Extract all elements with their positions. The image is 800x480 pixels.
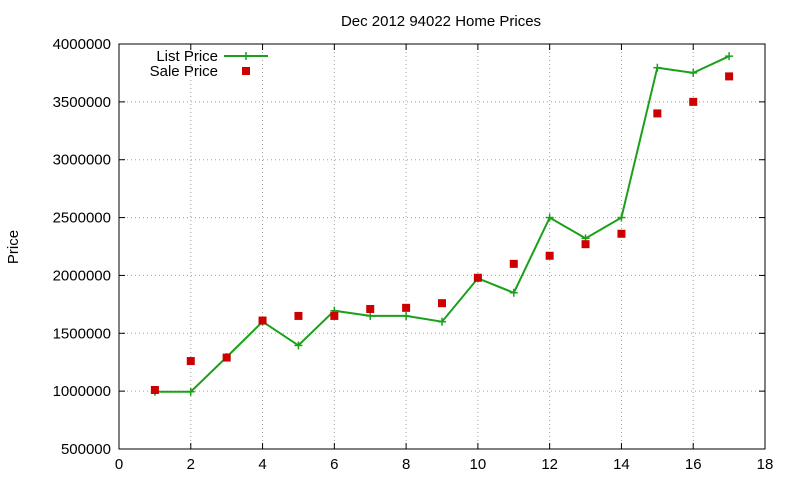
sale-price-point <box>258 316 267 325</box>
legend-plus <box>242 52 250 60</box>
x-tick-label: 4 <box>258 456 266 473</box>
list-price-point <box>617 213 626 222</box>
list-price-point <box>725 52 734 61</box>
legend-label-sale-price: Sale Price <box>150 63 218 80</box>
axes: 0 2 4 6 8 10 12 14 16 18 500000 1000000 1500000 20000… <box>53 36 774 473</box>
chart-title: Dec 2012 94022 Home Prices <box>341 13 541 30</box>
y-tick-label: 4000000 <box>53 36 111 53</box>
list-price-point <box>545 213 554 222</box>
series-layer <box>150 52 734 396</box>
sale-price-point <box>330 311 339 320</box>
sale-price-point <box>689 97 698 106</box>
sale-price-point <box>473 273 482 282</box>
list-price-point <box>186 387 195 396</box>
sale-price-point <box>438 299 446 308</box>
x-tick-label: 16 <box>685 456 702 473</box>
sale-price-point <box>222 353 231 362</box>
y-tick-label: 2000000 <box>53 267 111 284</box>
sale-price-point <box>725 72 734 81</box>
legend-marker-list-price <box>242 52 250 60</box>
sale-price-point <box>545 251 554 260</box>
sale-price-point <box>366 304 375 313</box>
sale-price-point <box>509 259 518 268</box>
y-tick-label: 1000000 <box>53 383 111 400</box>
x-tick-label: 8 <box>402 456 410 473</box>
grid <box>119 44 765 449</box>
legend-label-list-price: List Price <box>156 48 218 65</box>
y-axis-label: Price <box>5 230 22 264</box>
list-price-point <box>438 317 446 326</box>
y-tick-label: 2500000 <box>53 210 111 227</box>
sale-price-point <box>186 357 195 366</box>
sale-price-point <box>402 303 411 312</box>
list-price-point <box>689 68 698 77</box>
y-tick-label: 3500000 <box>53 94 111 111</box>
y-tick-label: 1500000 <box>53 325 111 342</box>
legend-marker-sale-price <box>242 67 250 75</box>
list-price-point <box>653 63 662 72</box>
plot-frame <box>118 43 766 450</box>
legend: List Price Sale Price <box>150 48 268 80</box>
sale-price-point <box>653 109 662 118</box>
list-price-point <box>366 311 375 320</box>
sale-price-point <box>294 311 303 320</box>
list-price-point <box>294 341 303 350</box>
sale-price-point <box>617 229 626 238</box>
x-tick-label: 2 <box>187 456 195 473</box>
x-tick-label: 10 <box>470 456 487 473</box>
y-tick-label: 3000000 <box>53 152 111 169</box>
x-tick-label: 18 <box>757 456 774 473</box>
list-price-point <box>402 311 411 320</box>
x-tick-label: 12 <box>541 456 558 473</box>
y-tick-label: 500000 <box>61 441 111 458</box>
list-price-point <box>509 288 518 297</box>
series-list-price-line <box>154 55 730 393</box>
sale-price-point <box>150 385 159 394</box>
x-tick-label: 14 <box>613 456 630 473</box>
x-tick-label: 6 <box>330 456 338 473</box>
x-tick-label: 0 <box>115 456 123 473</box>
sale-price-point <box>581 240 590 249</box>
